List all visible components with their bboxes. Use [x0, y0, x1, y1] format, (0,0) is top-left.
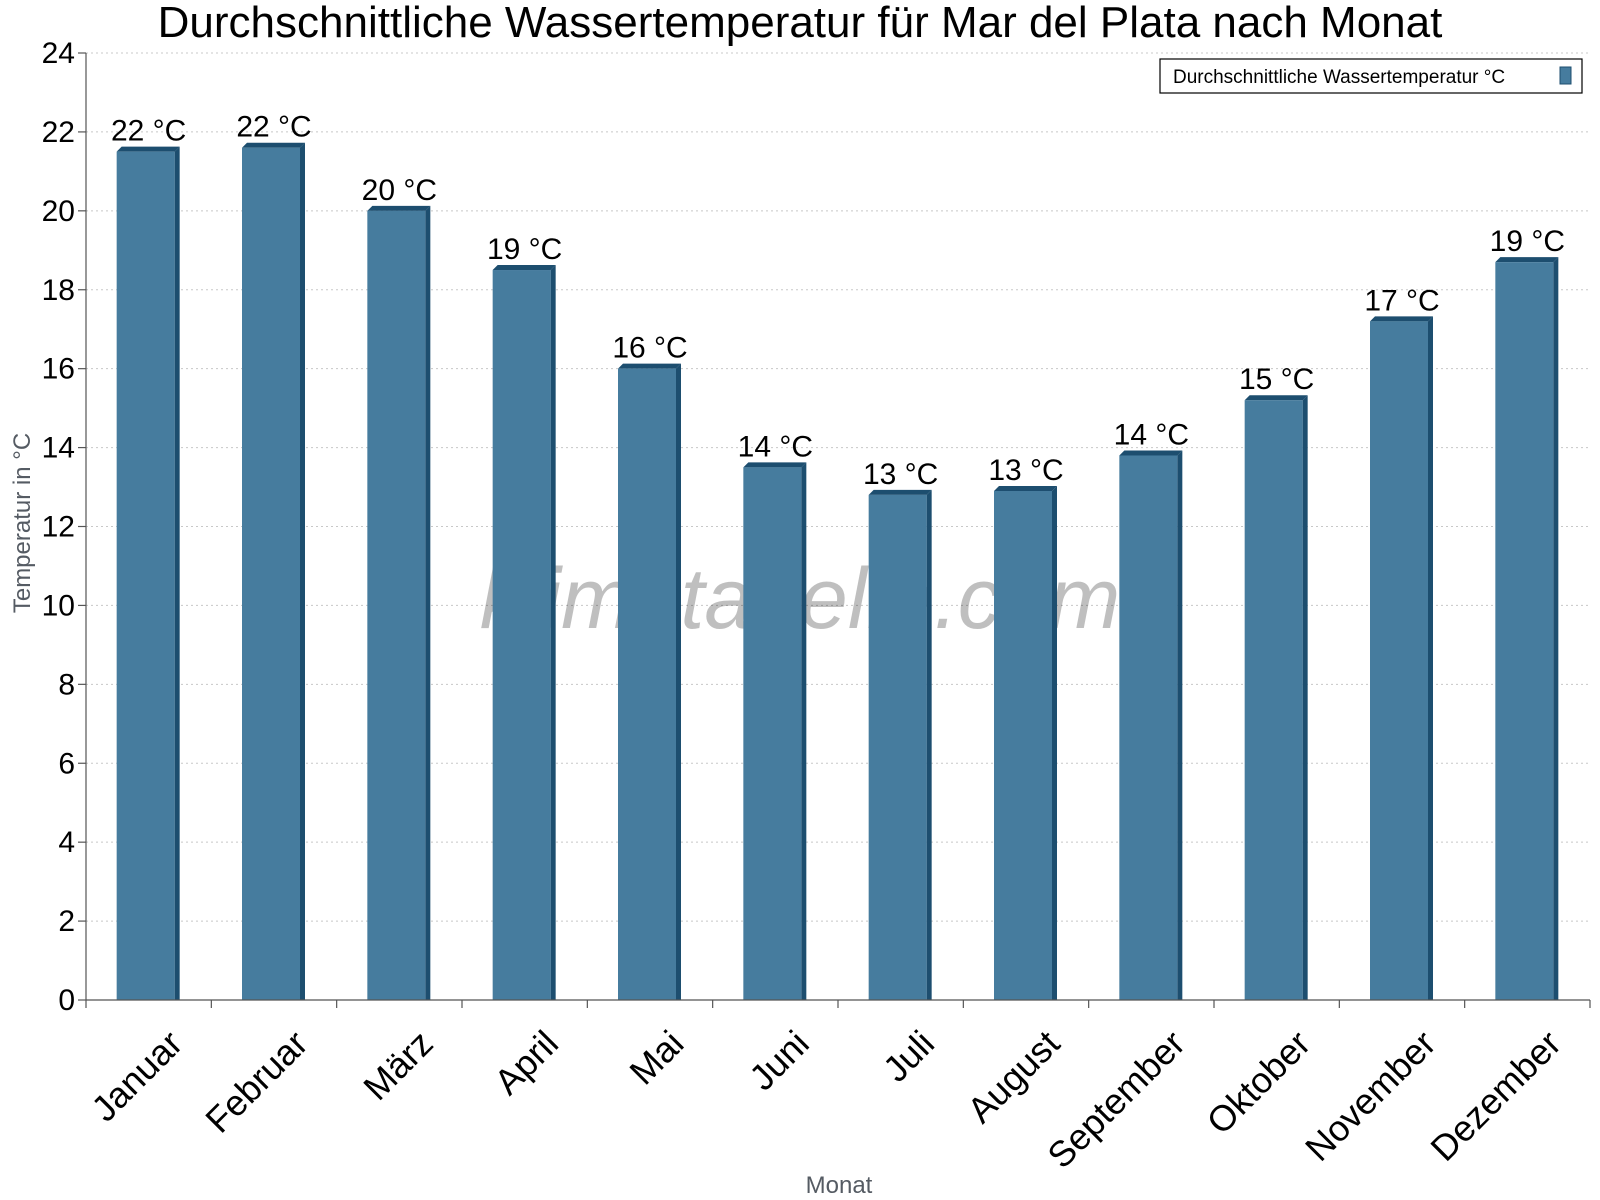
- x-tick-label: September: [1039, 1022, 1193, 1176]
- bar-top: [242, 142, 305, 148]
- bar-top: [994, 485, 1057, 491]
- x-tick-label: August: [959, 1022, 1067, 1130]
- y-tick-label: 2: [58, 905, 75, 938]
- bar: [1119, 455, 1178, 1001]
- y-tick-label: 24: [42, 37, 75, 70]
- x-axis-ticks: Januar Februar März April Mai Juni Juli AugustS…: [83, 1000, 1591, 1176]
- x-tick-label: April: [486, 1022, 566, 1102]
- bar-side: [425, 205, 431, 1001]
- grid-lines: [86, 52, 1590, 922]
- bar-side: [1177, 450, 1183, 1001]
- x-tick-label: Februar: [197, 1022, 315, 1140]
- bar: [868, 494, 927, 1000]
- legend-swatch: [1559, 66, 1572, 85]
- bar-top: [868, 489, 932, 495]
- bar-side: [676, 363, 681, 1001]
- x-tick-label: März: [355, 1022, 441, 1108]
- y-tick-label: 0: [58, 984, 75, 1017]
- bars: 22 °C 22 °C 20 °C 19 °C 16 °C 14 °C 13 °C 13 °C…: [111, 111, 1565, 1001]
- bar: [618, 368, 676, 1001]
- bar: [367, 210, 426, 1001]
- bar-side: [550, 265, 556, 1000]
- bar-top: [618, 363, 681, 369]
- bar-top: [116, 146, 180, 152]
- bar: [994, 490, 1052, 1000]
- bar: [1370, 321, 1428, 1001]
- data-label: 14 °C: [738, 430, 813, 463]
- data-label: 13 °C: [863, 458, 938, 491]
- bar: [743, 467, 802, 1000]
- bar-side: [1302, 395, 1308, 1000]
- bar-top: [1495, 257, 1559, 263]
- x-tick-label: Dezember: [1422, 1022, 1568, 1168]
- bar-side: [801, 462, 807, 1000]
- data-label: 22 °C: [236, 111, 311, 144]
- bar: [492, 270, 551, 1000]
- bar-side: [1553, 257, 1559, 1001]
- legend-label: Durchschnittliche Wassertemperatur °C: [1173, 67, 1505, 88]
- data-label: 14 °C: [1114, 418, 1189, 451]
- legend-box: [1159, 58, 1583, 94]
- x-tick-label: November: [1297, 1022, 1443, 1168]
- legend: Durchschnittliche Wassertemperatur °C: [1159, 58, 1583, 94]
- x-axis-title: Monat: [806, 1172, 873, 1199]
- bar-side: [300, 142, 305, 1000]
- y-tick-label: 14: [42, 432, 75, 465]
- data-label: 19 °C: [1490, 225, 1565, 258]
- data-label: 15 °C: [1239, 363, 1314, 396]
- bar: [1244, 400, 1303, 1000]
- y-tick-label: 22: [42, 116, 75, 149]
- chart-title: Durchschnittliche Wassertemperatur für M…: [158, 0, 1443, 47]
- bar: [242, 147, 300, 1000]
- x-tick-label: Januar: [83, 1022, 190, 1129]
- bar-top: [743, 462, 807, 468]
- data-label: 22 °C: [111, 115, 186, 148]
- y-tick-label: 10: [42, 589, 75, 622]
- bar: [116, 151, 175, 1001]
- bar-top: [1244, 395, 1308, 401]
- bar: [1495, 262, 1554, 1001]
- bar-side: [1052, 485, 1057, 1000]
- data-label: 19 °C: [487, 233, 562, 266]
- bar-top: [1370, 316, 1433, 322]
- bar-side: [926, 489, 932, 1000]
- x-tick-label: Mai: [621, 1022, 691, 1092]
- data-label: 17 °C: [1364, 284, 1439, 317]
- x-tick-label: Oktober: [1199, 1022, 1319, 1142]
- y-tick-label: 8: [58, 668, 75, 701]
- data-label: 16 °C: [612, 332, 687, 365]
- y-tick-label: 12: [42, 511, 75, 544]
- bar-side: [1428, 316, 1433, 1001]
- bar-top: [1119, 450, 1183, 456]
- y-tick-label: 4: [58, 826, 75, 859]
- y-tick-label: 18: [42, 274, 75, 307]
- y-tick-label: 6: [58, 747, 75, 780]
- y-axis-title: Temperatur in °C: [9, 433, 36, 613]
- data-label: 13 °C: [988, 454, 1063, 487]
- bar-side: [174, 146, 180, 1001]
- x-tick-label: Juni: [741, 1022, 817, 1098]
- y-tick-label: 16: [42, 353, 75, 386]
- data-label: 20 °C: [362, 174, 437, 207]
- x-tick-label: Juli: [875, 1022, 942, 1089]
- bar-top: [367, 205, 431, 211]
- y-tick-label: 20: [42, 195, 75, 228]
- bar-top: [492, 265, 556, 271]
